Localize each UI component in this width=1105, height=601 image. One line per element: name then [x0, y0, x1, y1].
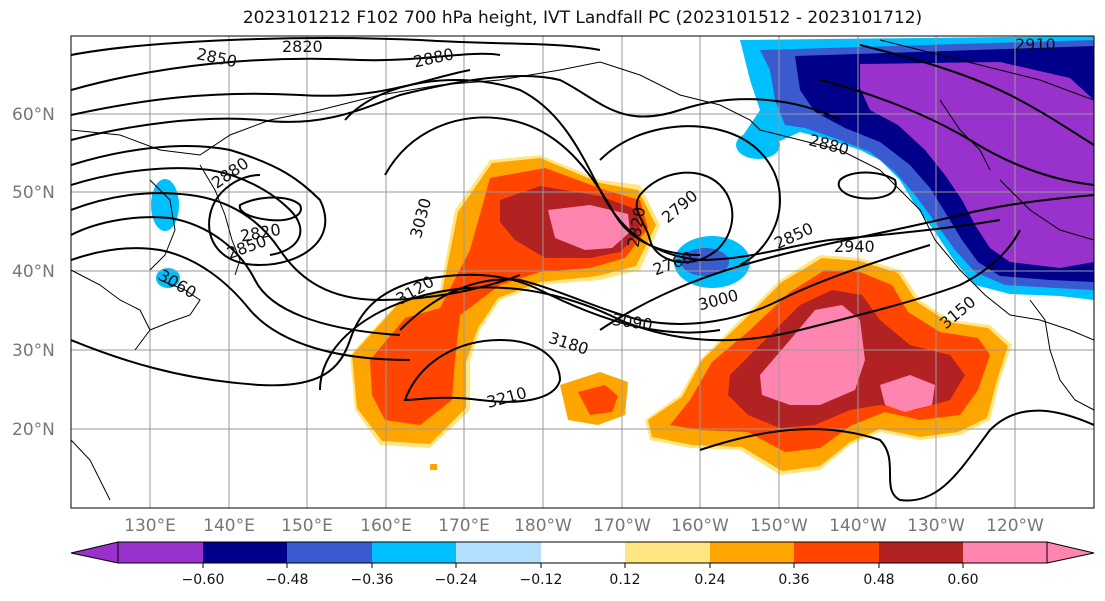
lat-label: 50°N: [12, 183, 55, 203]
graticule: [71, 36, 1094, 508]
pos-region-060-east: [760, 305, 865, 405]
colorbar-tick-label: −0.48: [266, 572, 309, 588]
colorbar-bin: [203, 542, 287, 563]
neg-patch-alaska: [736, 131, 780, 159]
colorbar-bin: [794, 542, 879, 563]
colorbar-frame: [117, 541, 1048, 564]
neg-patch-japan: [156, 268, 180, 288]
pos-region-060-west: [548, 205, 630, 250]
colorbar-tick-label: −0.24: [435, 572, 478, 588]
colorbar-bin: [456, 542, 541, 563]
pos-region-060-east-2: [880, 375, 935, 412]
contour-label: 2820: [282, 37, 323, 56]
lat-label: 20°N: [12, 420, 55, 440]
colorbar-bin: [118, 542, 203, 563]
colorbar-tick-label: 0.48: [863, 572, 894, 588]
lon-label: 120°W: [986, 516, 1044, 536]
lon-label: 150°E: [281, 516, 333, 536]
lon-label: 150°W: [750, 516, 808, 536]
colorbar-bin: [879, 542, 963, 563]
lat-label: 30°N: [12, 341, 55, 361]
lon-label: 130°E: [124, 516, 176, 536]
height-contours: [71, 37, 1094, 502]
colorbar-bin: [710, 542, 794, 563]
lat-label: 60°N: [12, 105, 55, 125]
colorbar-bin: [963, 542, 1047, 563]
lon-label: 170°W: [593, 516, 651, 536]
map-frame: [70, 35, 1095, 509]
neg-patch-kamchatka: [151, 179, 179, 231]
colorbar-tick-label: 0.36: [778, 572, 809, 588]
colorbar-bin: [625, 542, 710, 563]
lon-label: 160°W: [671, 516, 729, 536]
colorbar-tick-label: 0.12: [609, 572, 640, 588]
colorbar-bin: [372, 542, 456, 563]
colorbar-tick-label: 0.60: [947, 572, 978, 588]
lon-label: 140°W: [829, 516, 887, 536]
lon-label: 180°W: [514, 516, 572, 536]
colorbar-tick-label: −0.36: [351, 572, 394, 588]
colorbar-min-extend: [70, 541, 119, 564]
lat-label: 40°N: [12, 262, 55, 282]
lon-label: 130°W: [907, 516, 965, 536]
contour-label: 2940: [834, 237, 875, 256]
contour-label: 2910: [1015, 35, 1056, 54]
latitude-labels: 60°N 50°N 40°N 30°N 20°N: [12, 105, 55, 440]
colorbar-tick-label: 0.24: [694, 572, 725, 588]
longitude-labels: 130°E 140°E 150°E 160°E 170°E 180°W 170°…: [124, 516, 1044, 536]
colorbar: −0.60 −0.48 −0.36 −0.24 −0.12 0.12 0.24 …: [70, 541, 1095, 588]
colorbar-tick-label: −0.60: [182, 572, 225, 588]
map-title: 2023101212 F102 700 hPa height, IVT Land…: [242, 8, 923, 28]
colorbar-max-extend: [1046, 541, 1095, 564]
pos-patch-small: [430, 464, 437, 470]
colorbar-tick-label: −0.12: [520, 572, 563, 588]
lon-label: 160°E: [360, 516, 412, 536]
colorbar-bin: [541, 542, 625, 563]
lon-label: 170°E: [438, 516, 490, 536]
pos-patch-south-inner: [578, 385, 618, 415]
lon-label: 140°E: [203, 516, 255, 536]
colorbar-bin: [287, 542, 372, 563]
